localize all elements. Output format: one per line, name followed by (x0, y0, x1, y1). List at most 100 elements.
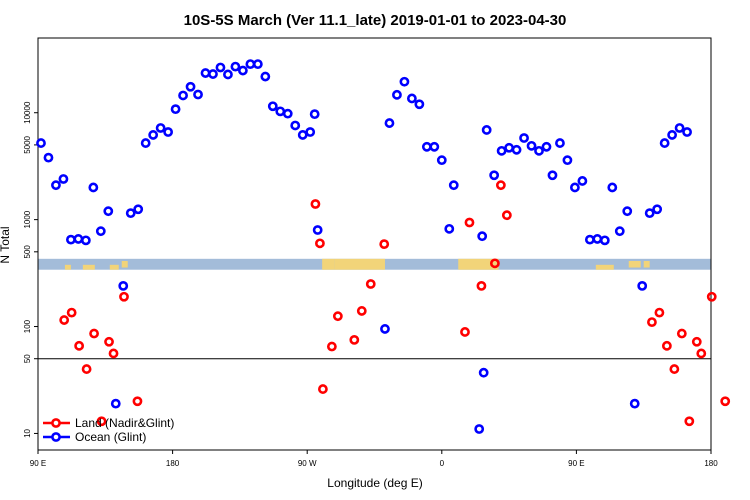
land-point-17 (365, 279, 376, 289)
ocean-point-44 (414, 99, 425, 110)
land-point-12 (318, 384, 328, 394)
ocean-point-39 (380, 324, 390, 334)
ocean-point-62 (562, 155, 573, 166)
land-point-34 (720, 396, 731, 407)
y-tick-label-6: 10000 (23, 101, 32, 124)
x-tick-label-2: 90 W (298, 459, 317, 468)
ocean-point-14 (140, 138, 151, 148)
ocean-point-3 (58, 174, 69, 184)
land-point-7 (108, 348, 119, 359)
ocean-point-61 (555, 138, 565, 148)
ocean-point-2 (51, 180, 61, 191)
y-tick-label-3: 500 (23, 245, 32, 259)
ocean-point-24 (215, 62, 226, 73)
ocean-point-53 (496, 145, 507, 156)
ocean-point-19 (178, 90, 188, 101)
ocean-point-29 (252, 59, 263, 69)
land-point-1 (66, 307, 77, 318)
ocean-point-72 (637, 280, 648, 291)
ocean-point-41 (392, 89, 402, 100)
x-tick-label-4: 90 E (568, 459, 584, 468)
land-point-25 (647, 317, 657, 328)
ocean-point-6 (80, 235, 91, 246)
land-point-16 (356, 306, 367, 316)
map-land-mass-2 (109, 264, 119, 270)
ocean-point-33 (282, 108, 293, 119)
ocean-point-78 (682, 127, 692, 137)
map-land-mass-5 (334, 258, 385, 270)
y-tick-label-4: 1000 (23, 210, 32, 228)
ocean-point-47 (436, 155, 447, 166)
ocean-point-59 (541, 141, 552, 152)
y-tick-label-5: 5000 (23, 135, 32, 153)
land-point-22 (489, 258, 500, 269)
map-land-mass-1 (82, 264, 95, 270)
ocean-point-30 (260, 71, 271, 82)
land-point-10 (310, 199, 321, 209)
ocean-point-4 (66, 234, 76, 245)
ocean-point-28 (245, 59, 256, 69)
x-axis-ticks: 90 E 180 90 W 0 90 E 180 (30, 450, 718, 468)
legend-label-ocean: Ocean (Glint) (75, 430, 146, 444)
ocean-point-12 (125, 208, 136, 219)
ocean-point-7 (88, 182, 99, 193)
ocean-point-16 (155, 123, 166, 133)
ocean-point-55 (511, 144, 522, 155)
map-land-mass-8 (628, 260, 641, 268)
land-point-20 (464, 217, 475, 228)
ocean-point-34 (290, 120, 301, 131)
land-point-29 (676, 328, 687, 339)
ocean-point-40 (384, 118, 395, 128)
ocean-point-5 (73, 234, 84, 244)
ocean-point-13 (133, 204, 144, 215)
land-point-5 (96, 416, 107, 427)
ocean-point-35 (297, 130, 308, 140)
ocean-point-67 (599, 235, 610, 246)
land-point-2 (74, 340, 85, 351)
land-point-15 (349, 334, 360, 345)
ocean-point-0 (36, 138, 46, 148)
x-tick-label-5: 180 (704, 459, 718, 468)
ocean-point-18 (170, 104, 181, 115)
land-point-30 (684, 416, 695, 427)
y-axis-ticks: 10 50 100 500 1000 5000 10000 (23, 101, 38, 438)
ocean-point-60 (547, 170, 558, 181)
ocean-point-10 (110, 398, 121, 409)
map-land-mass-9 (643, 260, 650, 268)
land-point-3 (81, 364, 92, 374)
legend: Land (Nadir&Glint)Ocean (Glint) (43, 416, 174, 444)
map-land-mass-3 (121, 260, 128, 268)
ocean-point-54 (504, 142, 514, 153)
ocean-point-46 (429, 141, 440, 152)
ocean-point-9 (103, 206, 114, 217)
legend-marker-ocean (51, 432, 61, 442)
land-point-31 (691, 336, 702, 347)
land-point-33 (706, 291, 717, 302)
ocean-point-15 (148, 130, 159, 140)
legend-marker-land (51, 418, 61, 428)
x-axis-label: Longitude (deg E) (327, 476, 422, 490)
map-land-mass-0 (64, 264, 71, 270)
map-land-mass-4 (322, 258, 335, 270)
ocean-point-68 (607, 182, 618, 193)
ocean-point-76 (667, 130, 678, 140)
ocean-point-21 (193, 89, 203, 100)
ocean-point-8 (95, 226, 106, 237)
land-point-14 (332, 311, 343, 322)
legend-label-land: Land (Nadir&Glint) (75, 416, 174, 430)
ocean-point-50 (477, 231, 488, 242)
ocean-point-79 (474, 424, 485, 434)
ocean-point-71 (629, 398, 640, 409)
ocean-point-23 (208, 69, 218, 79)
y-axis-label: N Total (0, 226, 12, 263)
ocean-point-27 (237, 65, 248, 76)
ocean-point-64 (577, 176, 588, 186)
y-tick-label-1: 50 (23, 354, 32, 363)
land-point-24 (501, 210, 512, 221)
ocean-point-36 (305, 127, 316, 137)
ocean-point-57 (526, 140, 537, 151)
ocean-point-11 (118, 280, 129, 291)
ocean-point-69 (614, 226, 625, 237)
land-point-28 (669, 364, 680, 374)
ocean-point-25 (223, 69, 233, 80)
